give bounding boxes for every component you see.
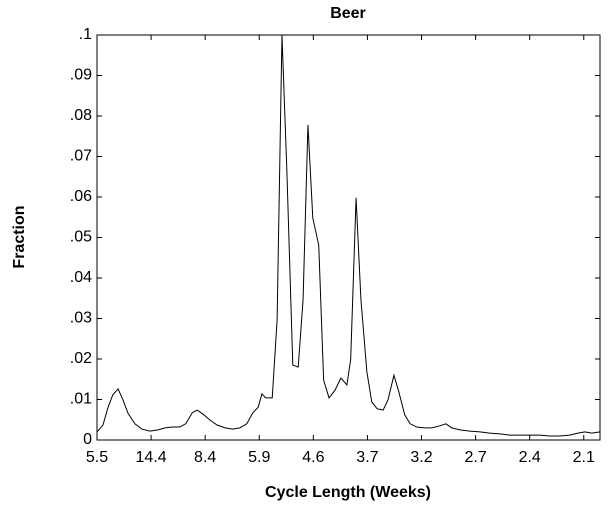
x-tick-label: 2.1	[573, 449, 595, 466]
x-tick-label: 2.4	[519, 449, 541, 466]
x-tick-label: 5.9	[248, 449, 270, 466]
y-tick-label: .09	[70, 67, 92, 84]
x-axis-label: Cycle Length (Weeks)	[265, 484, 431, 501]
y-tick-label: .01	[70, 391, 92, 408]
chart-title: Beer	[330, 5, 366, 22]
plot-frame	[96, 34, 601, 441]
x-tick-label: 5.5	[86, 449, 108, 466]
data-line	[96, 34, 601, 437]
x-tick-label: 3.7	[356, 449, 378, 466]
y-tick-label: .08	[70, 107, 92, 124]
y-tick-label: .03	[70, 310, 92, 327]
y-tick-label: .07	[70, 148, 92, 165]
y-tick-label: .06	[70, 188, 92, 205]
y-tick-label: .05	[70, 229, 92, 246]
y-tick-label: 0	[83, 431, 92, 448]
x-tick-label: 3.2	[410, 449, 432, 466]
y-axis-label: Fraction	[11, 205, 28, 268]
x-tick-label: 4.6	[302, 449, 324, 466]
y-tick-label: .1	[79, 26, 92, 43]
x-tick-label: 14.4	[136, 449, 167, 466]
y-tick-label: .04	[70, 269, 92, 286]
x-tick-label: 8.4	[194, 449, 216, 466]
x-tick-label: 2.7	[464, 449, 486, 466]
y-tick-label: .02	[70, 350, 92, 367]
